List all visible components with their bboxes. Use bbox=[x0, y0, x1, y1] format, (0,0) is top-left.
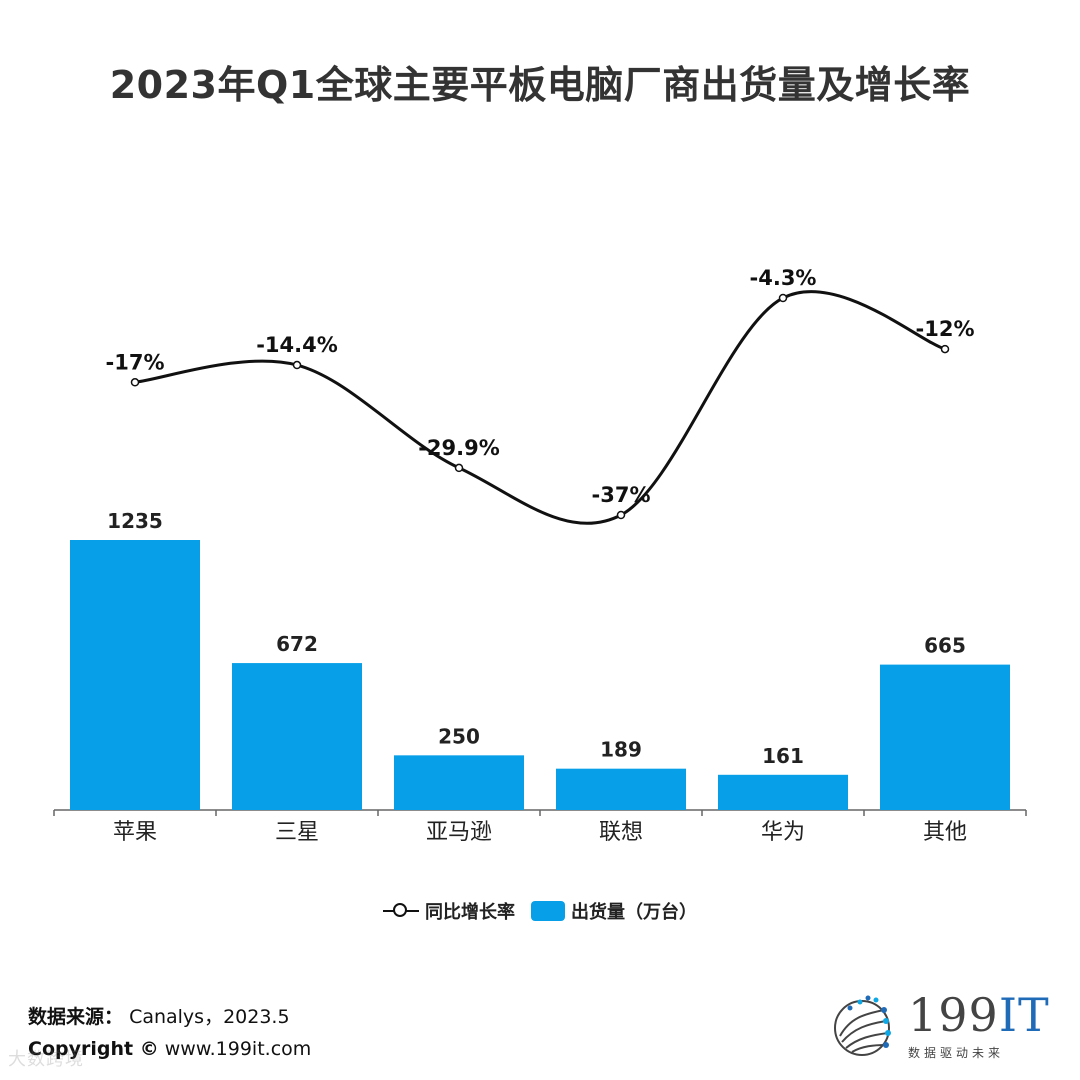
growth-line bbox=[133, 290, 947, 525]
copyright-line: Copyright © www.199it.com bbox=[28, 1038, 311, 1060]
chart-legend: 同比增长率 出货量（万台） bbox=[0, 898, 1080, 924]
legend-line-item: 同比增长率 bbox=[383, 898, 515, 924]
line-point bbox=[616, 510, 626, 520]
bar-value-label: 189 bbox=[600, 738, 642, 762]
line-swatch bbox=[383, 901, 419, 921]
line-point bbox=[454, 463, 464, 473]
x-tick-label: 联想 bbox=[599, 820, 643, 845]
logo-mark-icon bbox=[834, 995, 891, 1056]
legend-bar-item: 出货量（万台） bbox=[531, 898, 697, 924]
x-tick-label: 华为 bbox=[761, 820, 805, 845]
watermark-text: 大数跨境 bbox=[8, 1049, 84, 1070]
line-value-label: -29.9% bbox=[418, 436, 500, 460]
legend-line-label: 同比增长率 bbox=[425, 902, 515, 923]
bar-value-label: 250 bbox=[438, 724, 480, 748]
line-point bbox=[778, 293, 788, 303]
line-value-label: -17% bbox=[106, 350, 165, 374]
bar-value-label: 672 bbox=[276, 632, 318, 656]
brand-logo: 199IT 数据驱动未来 bbox=[824, 988, 1052, 1070]
x-tick-label: 其他 bbox=[923, 820, 967, 845]
bar-mark bbox=[880, 664, 1010, 810]
line-value-label: -4.3% bbox=[750, 266, 817, 290]
chart-title: 2023年Q1全球主要平板电脑厂商出货量及增长率 bbox=[109, 63, 971, 107]
legend-bar-label: 出货量（万台） bbox=[571, 902, 697, 923]
logo-main-suffix: IT bbox=[998, 988, 1050, 1042]
source-value: Canalys，2023.5 bbox=[129, 1006, 290, 1028]
logo-main-prefix: 199 bbox=[908, 988, 999, 1042]
copyright-value: www.199it.com bbox=[164, 1038, 312, 1060]
source-label: 数据来源： bbox=[28, 1006, 124, 1028]
bar-mark bbox=[70, 540, 200, 810]
line-point bbox=[292, 360, 302, 370]
bar-value-label: 1235 bbox=[107, 509, 163, 533]
x-tick-label: 亚马逊 bbox=[426, 820, 492, 845]
line-value-label: -12% bbox=[916, 317, 975, 341]
line-point bbox=[940, 344, 950, 354]
bar-mark bbox=[718, 774, 848, 810]
logo-subtitle: 数据驱动未来 bbox=[908, 1046, 1005, 1060]
bar-value-label: 161 bbox=[762, 744, 804, 768]
copyright-label: Copyright © bbox=[28, 1038, 159, 1060]
line-value-label: -37% bbox=[592, 483, 651, 507]
bar-swatch bbox=[531, 901, 565, 921]
logo-text: 199IT bbox=[908, 988, 1050, 1042]
x-tick-label: 三星 bbox=[275, 820, 319, 845]
bar-mark bbox=[394, 755, 524, 810]
bar-value-label: 665 bbox=[924, 634, 966, 658]
bar-mark bbox=[556, 768, 686, 810]
line-point bbox=[130, 378, 140, 387]
source-line: 数据来源： Canalys，2023.5 bbox=[28, 1002, 290, 1029]
line-value-label: -14.4% bbox=[256, 333, 338, 357]
x-tick-label: 苹果 bbox=[113, 820, 157, 845]
bar-mark bbox=[232, 663, 362, 810]
